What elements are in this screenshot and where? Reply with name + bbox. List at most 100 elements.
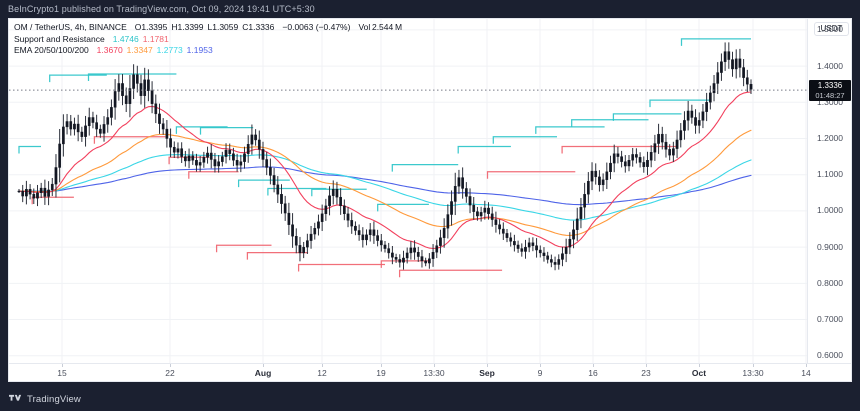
candle-body bbox=[54, 167, 58, 185]
candle-body bbox=[17, 190, 21, 193]
support-level-segment bbox=[486, 171, 576, 179]
candle-body bbox=[398, 259, 402, 263]
candle-body bbox=[291, 224, 294, 237]
time-tick: Sep bbox=[479, 368, 495, 378]
candle-body bbox=[283, 203, 287, 214]
candle-body bbox=[161, 123, 165, 130]
candle-body bbox=[420, 256, 424, 262]
candle-body bbox=[117, 83, 121, 92]
tradingview-logo[interactable]: TradingView bbox=[9, 390, 81, 408]
candle-body bbox=[579, 207, 583, 220]
candle-body bbox=[568, 238, 572, 248]
candle-body bbox=[269, 167, 272, 176]
candle-body bbox=[232, 153, 235, 161]
resistance-level-segment bbox=[377, 203, 429, 212]
candle-body bbox=[287, 212, 291, 225]
support-resistance-levels bbox=[18, 38, 751, 278]
candle-body bbox=[594, 170, 598, 178]
tradingview-logo-icon bbox=[9, 390, 22, 408]
candle-body bbox=[749, 83, 753, 90]
current-price-text: 1.3336 bbox=[817, 81, 843, 91]
candle-body bbox=[346, 213, 350, 221]
currency-label: USDT bbox=[814, 22, 849, 36]
candle-body bbox=[446, 214, 450, 229]
candle-body bbox=[169, 138, 172, 148]
plot-area[interactable] bbox=[9, 19, 809, 363]
candle-body bbox=[98, 128, 102, 134]
candle-body bbox=[294, 236, 298, 246]
candle-body bbox=[542, 252, 546, 257]
candle-body bbox=[472, 204, 476, 212]
candle-body bbox=[324, 205, 328, 215]
candle-body bbox=[376, 235, 379, 241]
candle-body bbox=[638, 157, 642, 163]
time-tick-hatch bbox=[593, 364, 594, 367]
price-axis[interactable]: USDT 1.5000 1.4000 1.3000 1.2000 1.1000 1.000… bbox=[807, 19, 851, 363]
candle-body bbox=[317, 221, 320, 229]
candle-body bbox=[280, 194, 283, 204]
candle-body bbox=[128, 88, 132, 104]
candle-body bbox=[697, 120, 701, 126]
candle-body bbox=[464, 188, 468, 197]
chart-frame[interactable]: OM / TetherUS, 4h, BINANCE O1.3395 H1.3399… bbox=[8, 18, 852, 382]
candle-body bbox=[43, 187, 47, 197]
candle-body bbox=[58, 143, 62, 168]
candle-body bbox=[616, 153, 620, 157]
resistance-level-segment bbox=[199, 126, 254, 135]
candle-body bbox=[583, 194, 586, 208]
candle-body bbox=[379, 240, 383, 246]
time-tick-hatch bbox=[699, 364, 700, 367]
candle-body bbox=[50, 183, 54, 191]
candle-body bbox=[660, 133, 664, 143]
candle-body bbox=[228, 149, 232, 154]
candle-body bbox=[47, 189, 50, 197]
candle-body bbox=[623, 161, 627, 167]
ema100-line bbox=[18, 154, 752, 221]
candle-body bbox=[206, 152, 209, 158]
candle-body bbox=[139, 83, 143, 96]
candle-body bbox=[553, 262, 557, 265]
candle-body bbox=[601, 179, 605, 186]
candle-body bbox=[202, 157, 206, 163]
candle-body bbox=[609, 162, 612, 173]
resistance-level-segment bbox=[492, 136, 557, 144]
candle-body bbox=[342, 205, 346, 215]
candle-body bbox=[428, 258, 431, 264]
candle-body bbox=[39, 187, 43, 194]
support-level-segment bbox=[188, 171, 239, 179]
price-tick: 1.4000 bbox=[817, 60, 843, 71]
candle-body bbox=[361, 234, 365, 241]
resistance-level-segment bbox=[87, 73, 177, 81]
candle-body bbox=[642, 162, 646, 167]
candle-body bbox=[69, 121, 73, 130]
current-price-badge[interactable]: 1.3336 01:48:27 bbox=[809, 80, 851, 102]
resistance-level-segment bbox=[175, 126, 228, 134]
candle-body bbox=[121, 83, 124, 96]
ema20-line bbox=[18, 91, 752, 250]
candle-body bbox=[664, 141, 668, 150]
candle-body bbox=[165, 128, 169, 139]
candle-body bbox=[535, 245, 538, 251]
candle-body bbox=[734, 58, 738, 70]
support-level-segment bbox=[93, 136, 166, 144]
candle-body bbox=[675, 139, 679, 149]
candle-body bbox=[80, 131, 84, 137]
candle-body bbox=[598, 176, 601, 186]
candle-body bbox=[76, 123, 80, 133]
price-tick: 1.0000 bbox=[817, 205, 843, 216]
time-tick: 14 bbox=[801, 368, 811, 378]
candle-body bbox=[649, 152, 653, 161]
candle-body bbox=[501, 228, 505, 234]
time-axis[interactable]: 15 22 Aug 12 19 13:30 Sep 9 16 23 Oct 13:30 14 bbox=[9, 363, 851, 381]
candle-body bbox=[28, 188, 32, 195]
candle-body bbox=[195, 160, 198, 166]
candle-body bbox=[36, 192, 39, 199]
candle-body bbox=[331, 188, 335, 196]
candle-body bbox=[468, 196, 472, 206]
candle-body bbox=[209, 152, 213, 160]
candle-body bbox=[490, 213, 494, 220]
candle-body bbox=[32, 194, 36, 199]
candle-body bbox=[531, 242, 535, 246]
resistance-level-segment bbox=[311, 188, 367, 197]
resistance-level-segment bbox=[18, 145, 41, 154]
